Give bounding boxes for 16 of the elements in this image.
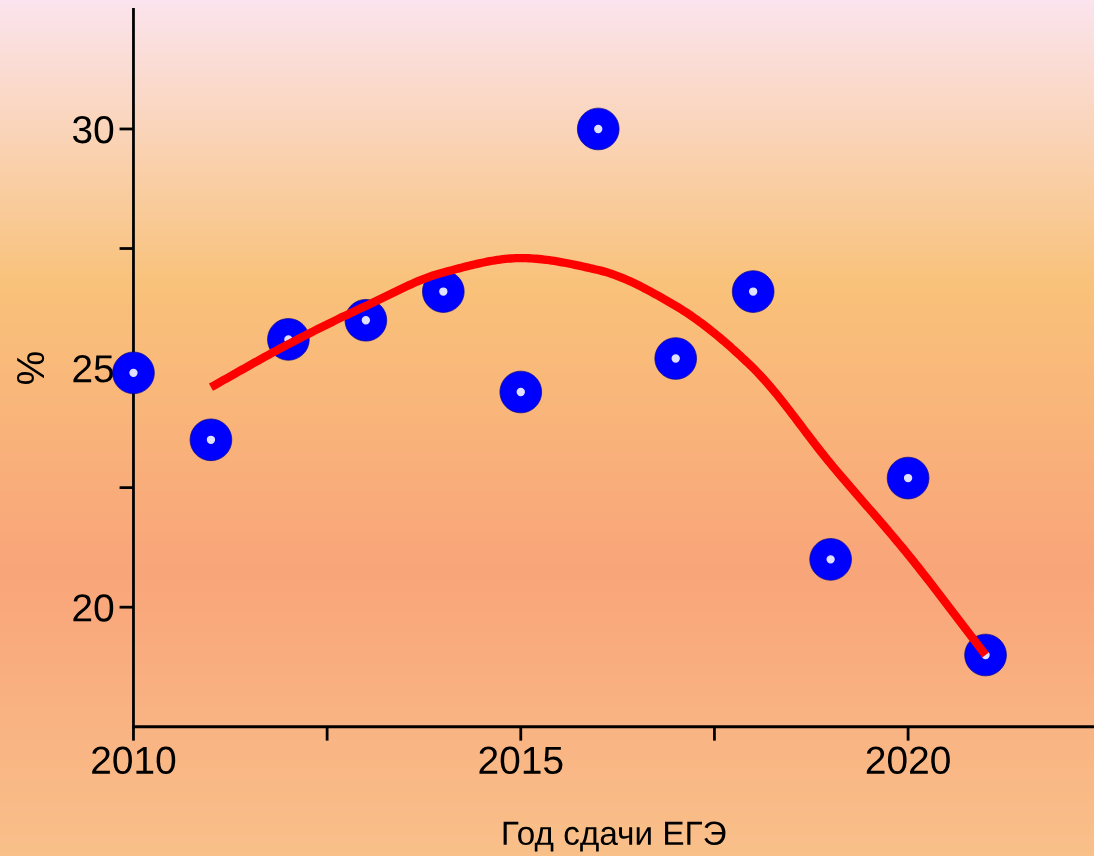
y-axis-title: % [16,352,45,384]
point [654,337,697,380]
y-tick-label: 25 [73,355,114,383]
point [886,456,930,500]
point [577,107,620,151]
x-tick-label: 2015 [479,746,563,775]
point [112,351,155,395]
x-tick-label: 2010 [92,746,176,775]
point [189,418,233,461]
y-tick-label: 20 [73,594,114,622]
x-axis-title: Год сдачи ЕГЭ [503,821,726,852]
y-tick-label: 30 [72,115,114,144]
point [809,538,852,581]
point [499,370,542,414]
point [731,270,775,313]
x-tick-label: 2020 [866,746,950,775]
